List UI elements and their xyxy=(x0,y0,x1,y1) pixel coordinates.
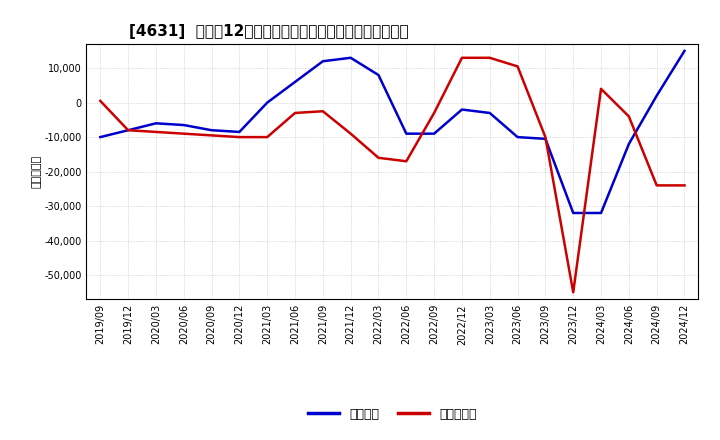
経常利益 xyxy=(235,129,243,135)
経常利益 xyxy=(680,48,689,54)
当期純利益 xyxy=(291,110,300,116)
当期純利益 xyxy=(152,129,161,135)
当期純利益 xyxy=(124,128,132,133)
経常利益 xyxy=(402,131,410,136)
当期純利益 xyxy=(624,114,633,119)
当期純利益 xyxy=(346,131,355,136)
当期純利益 xyxy=(263,135,271,140)
当期純利益 xyxy=(569,290,577,295)
経常利益 xyxy=(291,79,300,84)
当期純利益 xyxy=(458,55,467,60)
Y-axis label: （百万円）: （百万円） xyxy=(32,155,41,188)
経常利益 xyxy=(374,73,383,78)
経常利益 xyxy=(263,100,271,105)
経常利益 xyxy=(513,135,522,140)
当期純利益 xyxy=(430,110,438,116)
経常利益 xyxy=(458,107,467,112)
経常利益 xyxy=(541,136,550,142)
当期純利益 xyxy=(541,135,550,140)
当期純利益 xyxy=(207,133,216,138)
当期純利益 xyxy=(374,155,383,161)
当期純利益 xyxy=(402,158,410,164)
Line: 経常利益: 経常利益 xyxy=(100,51,685,213)
当期純利益 xyxy=(513,64,522,69)
当期純利益 xyxy=(235,135,243,140)
経常利益 xyxy=(652,93,661,99)
経常利益 xyxy=(624,141,633,147)
経常利益 xyxy=(597,210,606,216)
当期純利益 xyxy=(652,183,661,188)
経常利益 xyxy=(318,59,327,64)
Text: [4631]  利益の12か月移動合計の対前年同期増減額の推移: [4631] 利益の12か月移動合計の対前年同期増減額の推移 xyxy=(130,24,409,39)
経常利益 xyxy=(207,128,216,133)
経常利益 xyxy=(152,121,161,126)
当期純利益 xyxy=(96,98,104,103)
当期純利益 xyxy=(597,86,606,92)
経常利益 xyxy=(346,55,355,60)
経常利益 xyxy=(430,131,438,136)
当期純利益 xyxy=(318,109,327,114)
経常利益 xyxy=(569,210,577,216)
Legend: 経常利益, 当期純利益: 経常利益, 当期純利益 xyxy=(303,403,482,425)
当期純利益 xyxy=(179,131,188,136)
経常利益 xyxy=(485,110,494,116)
当期純利益 xyxy=(680,183,689,188)
経常利益 xyxy=(124,128,132,133)
Line: 当期純利益: 当期純利益 xyxy=(100,58,685,292)
当期純利益 xyxy=(485,55,494,60)
経常利益 xyxy=(179,122,188,128)
経常利益 xyxy=(96,135,104,140)
